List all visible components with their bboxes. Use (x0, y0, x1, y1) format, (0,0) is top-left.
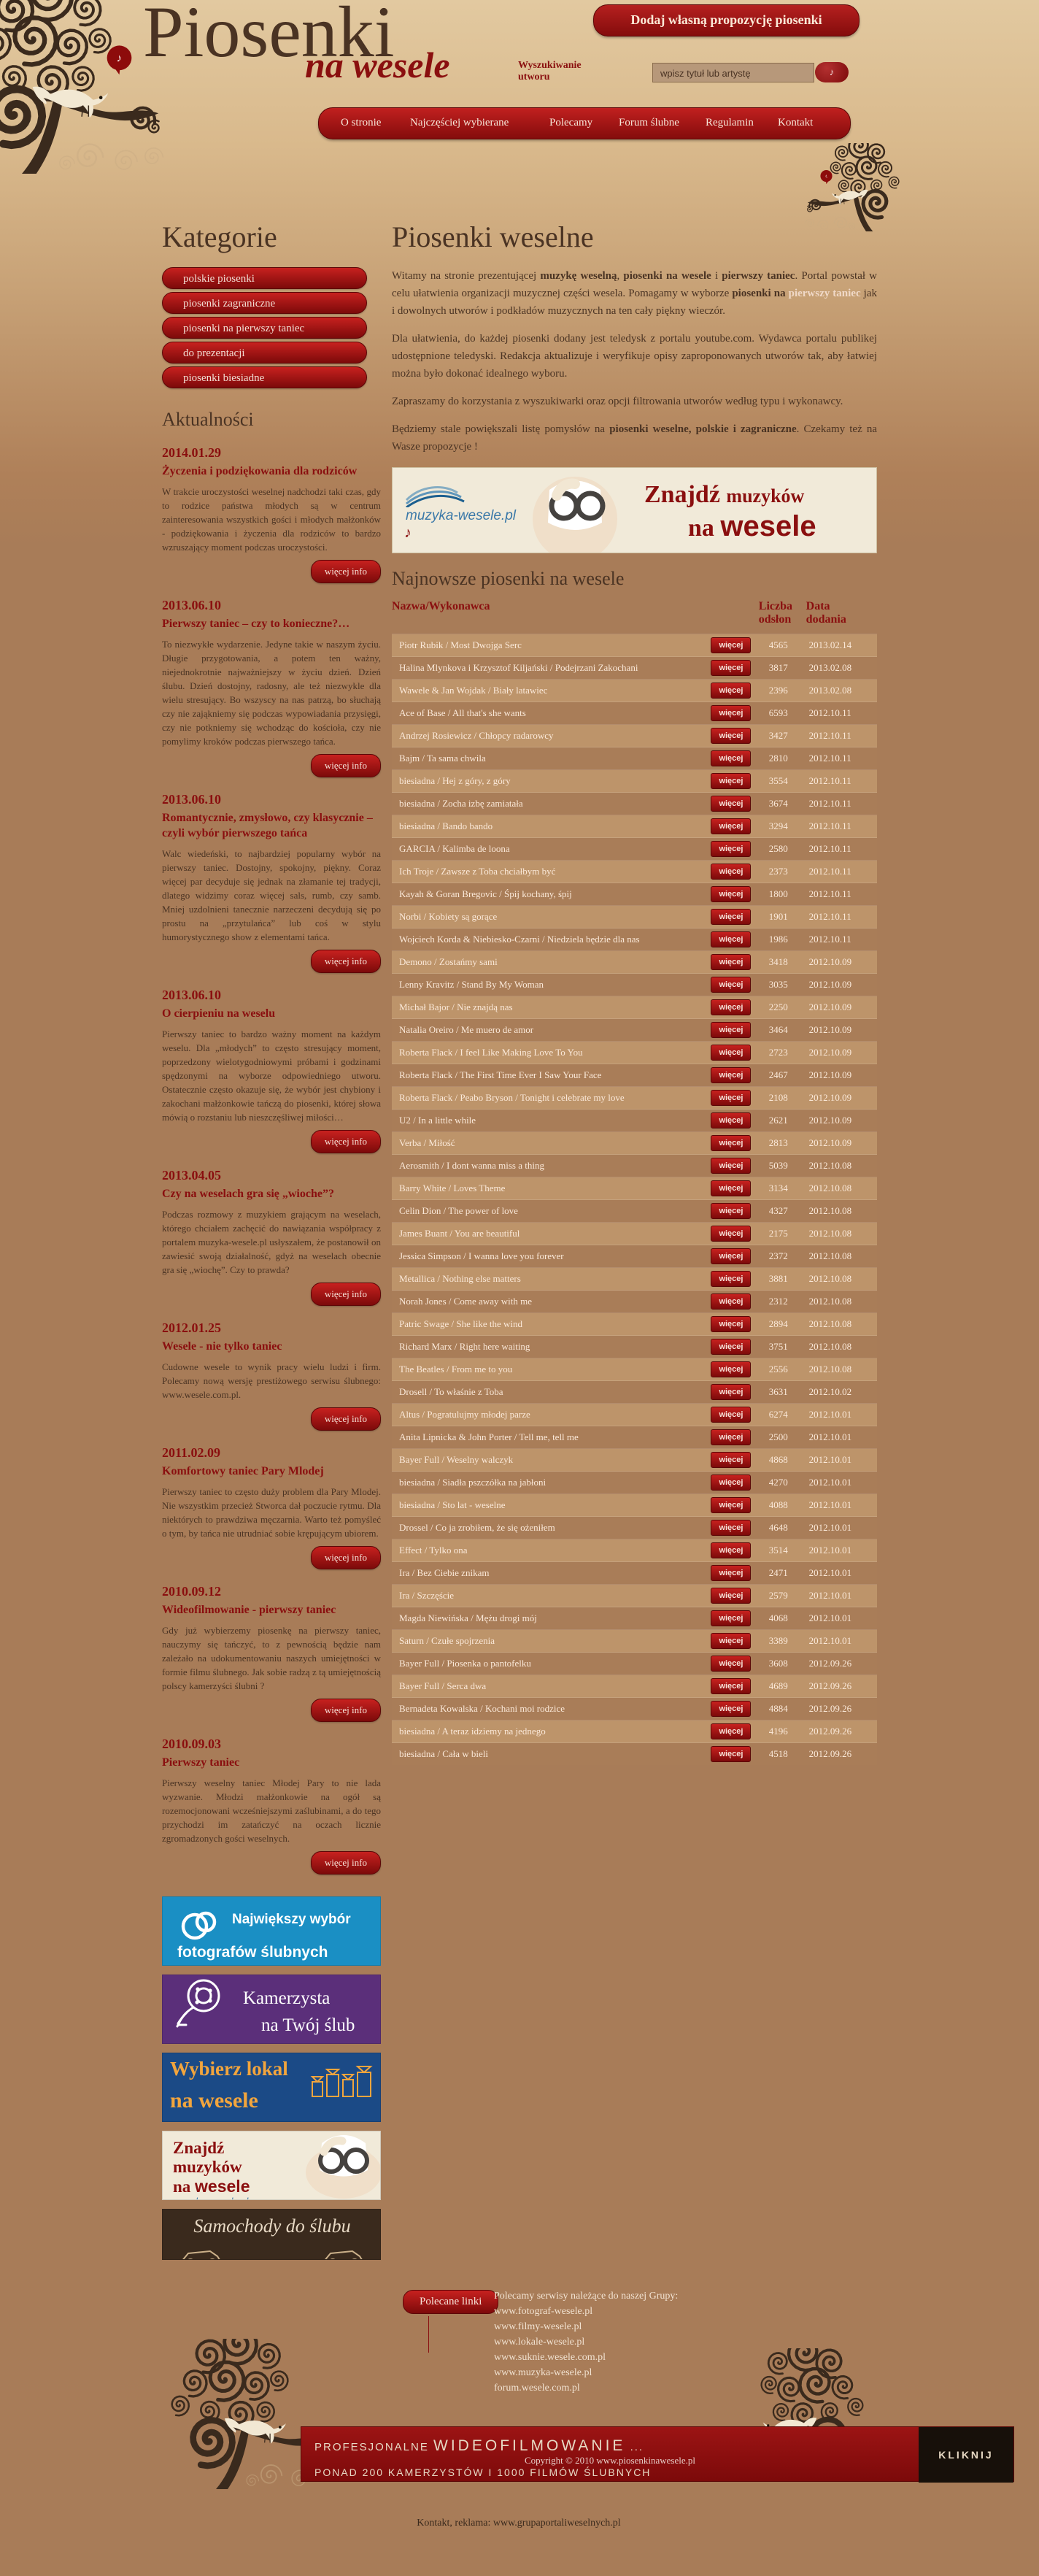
svg-text:♪: ♪ (117, 53, 123, 65)
